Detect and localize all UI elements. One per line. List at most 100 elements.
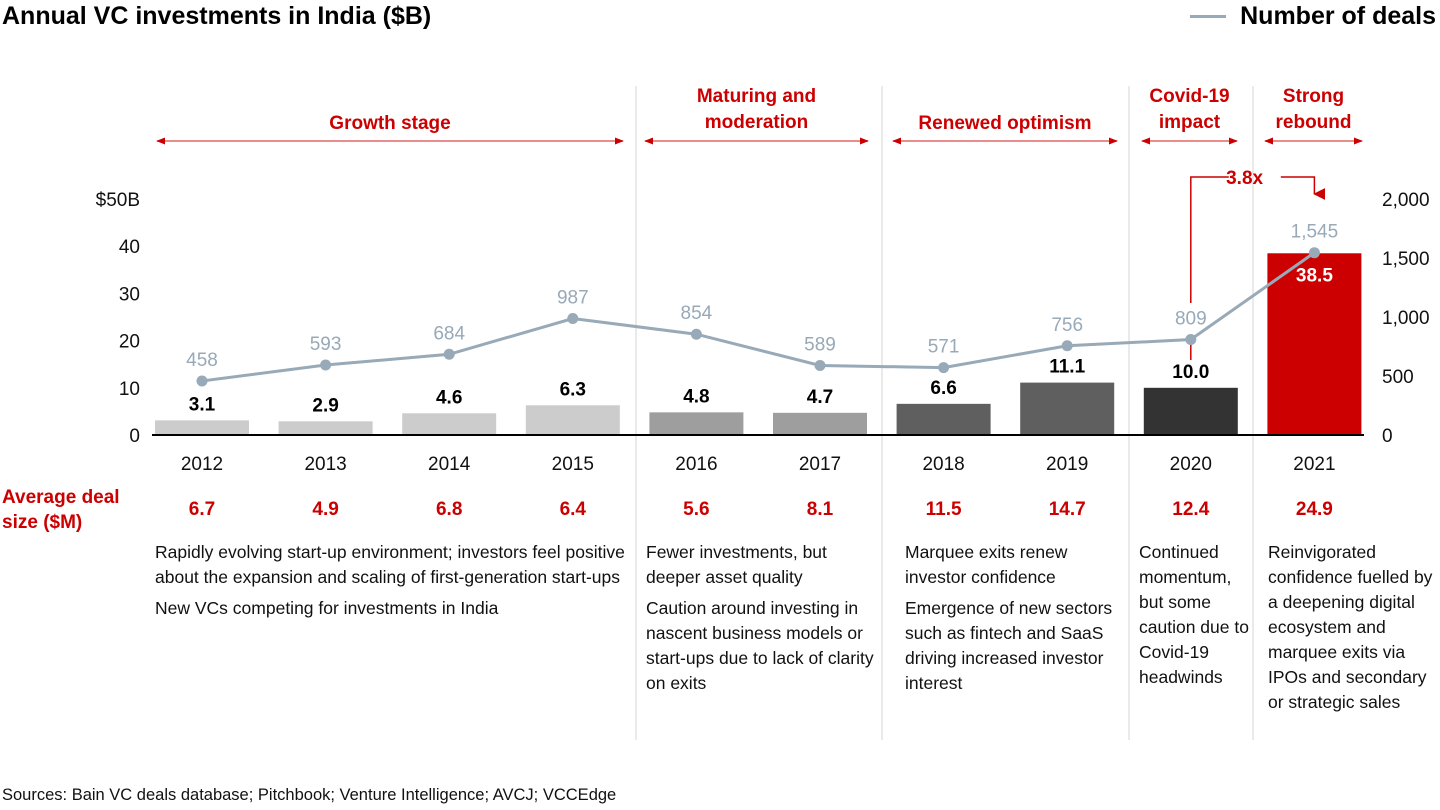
deals-value-label: 756 xyxy=(1051,315,1083,336)
avg-deal-size-2018: 11.5 xyxy=(925,499,962,520)
phase-description: Reinvigorated confidence fuelled by a de… xyxy=(1268,540,1440,721)
x-axis-tick-label: 2018 xyxy=(922,454,964,475)
bar-value-label: 2.9 xyxy=(312,395,338,416)
x-axis-tick-label: 2021 xyxy=(1293,454,1335,475)
bar-2018 xyxy=(896,403,991,435)
x-axis-tick-label: 2019 xyxy=(1046,454,1088,475)
phase-description: Marquee exits renew investor confidence E… xyxy=(905,540,1120,702)
deals-value-label: 571 xyxy=(928,337,960,358)
growth-bracket-left xyxy=(1190,176,1229,303)
x-axis-tick-label: 2017 xyxy=(799,454,841,475)
bar-2016 xyxy=(649,412,744,435)
bar-value-label: 6.6 xyxy=(930,378,956,399)
deals-value-label: 987 xyxy=(557,288,589,309)
x-axis-tick-label: 2014 xyxy=(428,454,471,475)
x-axis-tick-label: 2020 xyxy=(1170,454,1212,475)
phase-label: Renewed optimism xyxy=(918,113,1092,134)
phase-description-paragraph: Continued momentum, but some caution due… xyxy=(1139,542,1249,687)
legend-label: Number of deals xyxy=(1240,2,1436,30)
deals-line xyxy=(201,251,1316,383)
avg-deal-size-2013: 4.9 xyxy=(312,499,339,520)
phase-description: Continued momentum, but some caution due… xyxy=(1139,540,1251,696)
bar-2021 xyxy=(1267,253,1362,435)
deals-value-label: 684 xyxy=(433,323,465,344)
left-axis-tick-label: 30 xyxy=(119,284,140,305)
avg-deal-size-label-text: Average deal size ($M) xyxy=(2,487,120,533)
phase-description-paragraph: Marquee exits renew investor confidence xyxy=(905,542,1068,587)
avg-deal-size-2015: 6.4 xyxy=(559,499,586,520)
phase-label: Strong rebound xyxy=(1275,86,1352,133)
deals-point-2015 xyxy=(567,313,579,325)
right-axis-tick-label: 1,500 xyxy=(1382,249,1430,270)
deals-point-2021 xyxy=(1308,247,1320,259)
deals-point-2019 xyxy=(1061,340,1073,352)
deals-value-label: 809 xyxy=(1175,309,1207,330)
avg-deal-size-2019: 14.7 xyxy=(1048,499,1086,520)
x-axis-tick-label: 2016 xyxy=(675,454,717,475)
deals-point-2018 xyxy=(938,362,950,374)
bar-value-label: 38.5 xyxy=(1296,265,1333,286)
phase-label: Growth stage xyxy=(329,113,451,134)
right-axis-tick-label: 500 xyxy=(1382,367,1414,388)
deals-value-label: 854 xyxy=(681,303,713,324)
deals-value-label: 1,545 xyxy=(1291,222,1339,243)
bar-value-label: 10.0 xyxy=(1172,362,1209,383)
avg-deal-size-label: Average deal size ($M) xyxy=(2,485,152,535)
x-axis-tick-label: 2013 xyxy=(304,454,346,475)
bar-2013 xyxy=(278,421,373,435)
right-axis-tick-label: 0 xyxy=(1382,426,1393,447)
left-axis-tick-label: 10 xyxy=(119,379,140,400)
phase-label: Covid-19 impact xyxy=(1149,86,1230,133)
avg-deal-size-2021: 24.9 xyxy=(1295,499,1333,520)
bar-2017 xyxy=(773,412,867,435)
deals-point-2014 xyxy=(443,348,455,360)
bar-value-label: 4.7 xyxy=(807,387,833,408)
deals-point-2017 xyxy=(814,359,826,371)
phase-description-paragraph: Emergence of new sectors such as fintech… xyxy=(905,598,1113,693)
bar-value-label: 4.8 xyxy=(683,386,709,407)
deals-value-label: 593 xyxy=(310,334,342,355)
legend: Number of deals xyxy=(1190,2,1436,31)
bar-2020 xyxy=(1143,387,1238,435)
deals-point-2013 xyxy=(320,359,332,371)
right-axis-tick-label: 1,000 xyxy=(1382,308,1430,329)
growth-multiple-label: 3.8x xyxy=(1226,168,1263,189)
legend-line-swatch xyxy=(1190,15,1227,18)
phase-label: Maturing and moderation xyxy=(696,86,817,133)
bar-2019 xyxy=(1020,382,1115,435)
left-axis-tick-label: 40 xyxy=(119,237,140,258)
bar-2015 xyxy=(525,405,620,435)
deals-value-label: 458 xyxy=(186,350,218,371)
phase-description-paragraph: Reinvigorated confidence fuelled by a de… xyxy=(1268,542,1433,712)
bar-value-label: 6.3 xyxy=(560,379,586,400)
x-axis-tick-label: 2015 xyxy=(552,454,594,475)
deals-point-2012 xyxy=(196,375,208,387)
bar-value-label: 4.6 xyxy=(436,387,462,408)
source-note: Sources: Bain VC deals database; Pitchbo… xyxy=(2,786,617,804)
bar-2012 xyxy=(155,420,249,435)
bar-2014 xyxy=(402,413,497,435)
left-axis-tick-label: $50B xyxy=(96,190,140,211)
growth-bracket-right-arrow xyxy=(1280,176,1326,200)
avg-deal-size-2017: 8.1 xyxy=(806,499,834,520)
deals-point-2020 xyxy=(1185,334,1197,346)
avg-deal-size-2012: 6.7 xyxy=(188,499,216,520)
x-axis-tick-label: 2012 xyxy=(181,454,223,475)
avg-deal-size-2016: 5.6 xyxy=(683,499,710,520)
avg-deal-size-2020: 12.4 xyxy=(1172,499,1210,520)
bar-value-label: 11.1 xyxy=(1049,357,1085,378)
phase-description-paragraph: New VCs competing for investments in Ind… xyxy=(155,598,499,618)
phase-description-paragraph: Caution around investing in nascent busi… xyxy=(646,598,874,693)
phase-description-paragraph: Rapidly evolving start-up environment; i… xyxy=(155,542,625,587)
left-axis-tick-label: 20 xyxy=(119,332,140,353)
right-axis-tick-label: 2,000 xyxy=(1382,190,1430,211)
deals-value-label: 589 xyxy=(804,334,836,355)
bar-value-label: 3.1 xyxy=(189,394,216,415)
phase-description: Rapidly evolving start-up environment; i… xyxy=(155,540,630,627)
deals-point-2016 xyxy=(690,328,702,340)
phase-description: Fewer investments, but deeper asset qual… xyxy=(646,540,881,702)
avg-deal-size-2014: 6.8 xyxy=(435,499,463,520)
left-axis-tick-label: 0 xyxy=(129,426,140,447)
phase-description-paragraph: Fewer investments, but deeper asset qual… xyxy=(646,542,827,587)
chart-title: Annual VC investments in India ($B) xyxy=(2,2,432,30)
